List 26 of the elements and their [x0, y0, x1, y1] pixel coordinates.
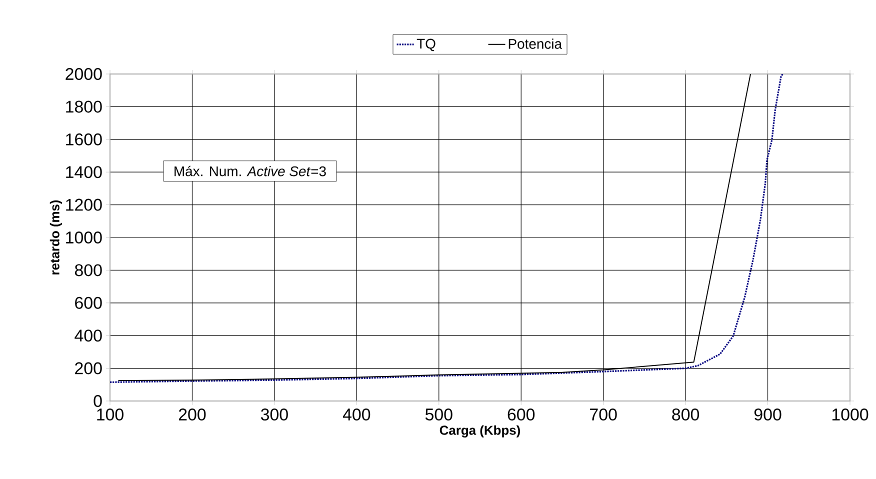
y-tick-label: 1600	[66, 133, 102, 146]
y-tick-label: 600	[75, 296, 102, 309]
x-tick-label: 300	[260, 408, 288, 420]
y-tick-label: 2000	[66, 68, 102, 80]
y-tick-label: 800	[74, 264, 102, 276]
y-tick-label: 400	[74, 330, 102, 342]
legend-label: TQ	[416, 38, 436, 52]
x-tick-label: 100	[97, 408, 124, 420]
y-tick-label: 0	[94, 395, 102, 407]
x-tick-label: 700	[590, 408, 617, 420]
y-tick-label: 1400	[66, 166, 102, 178]
legend-label: Potencia	[508, 38, 562, 49]
y-tick-label: 1800	[66, 100, 102, 113]
x-tick-label: 400	[342, 408, 370, 420]
x-tick-label: 800	[672, 408, 700, 420]
x-tick-label: 500	[425, 408, 452, 420]
x-tick-label: 200	[178, 408, 206, 420]
y-tick-label: 1200	[66, 198, 102, 211]
y-tick-label: 1000	[66, 232, 102, 244]
y-axis-title: retardo (ms)	[50, 200, 62, 274]
annotation: Máx. Num. Active Set=3	[174, 166, 326, 176]
x-axis-title: Carga (Kbps)	[440, 425, 520, 438]
x-tick-label: 600	[508, 408, 535, 420]
x-tick-label: 1000	[832, 408, 868, 420]
x-tick-label: 900	[754, 408, 782, 420]
y-tick-label: 200	[75, 362, 102, 374]
